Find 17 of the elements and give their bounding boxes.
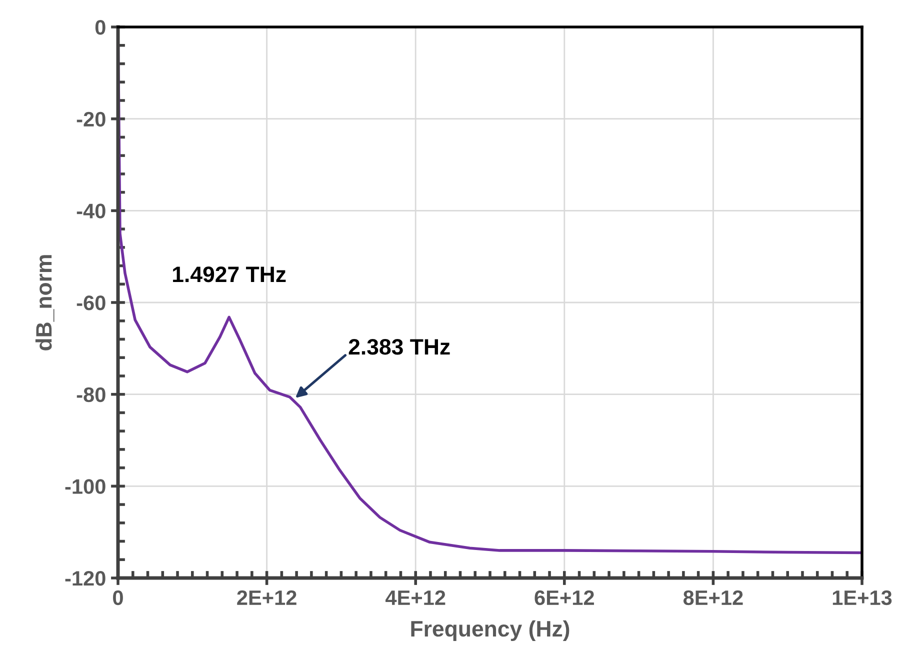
y-tick-label: -20 [76, 112, 106, 127]
y-tick-label: -100 [65, 479, 106, 494]
x-tick-label: 4E+12 [386, 590, 446, 605]
y-tick-label: -40 [76, 204, 106, 218]
x-tick-label: 8E+12 [683, 590, 743, 606]
annotation: 1.4927 THz [173, 266, 286, 282]
x-tick-label: 6E+12 [534, 590, 594, 606]
y-tick-label: -120 [65, 571, 106, 586]
x-tick-label: 2E+12 [237, 590, 296, 605]
y-tick-label: -60 [76, 296, 106, 310]
annotation: 2.383 THz [348, 338, 450, 355]
x-tick-label: 1E+13 [832, 590, 892, 606]
y-axis-title: dB_norm [35, 255, 54, 350]
y-tick-label: 0 [95, 20, 106, 35]
y-tick-label: -80 [76, 387, 106, 402]
x-tick-label: 0 [113, 590, 123, 606]
x-axis-title: Frequency (Hz) [411, 620, 570, 642]
